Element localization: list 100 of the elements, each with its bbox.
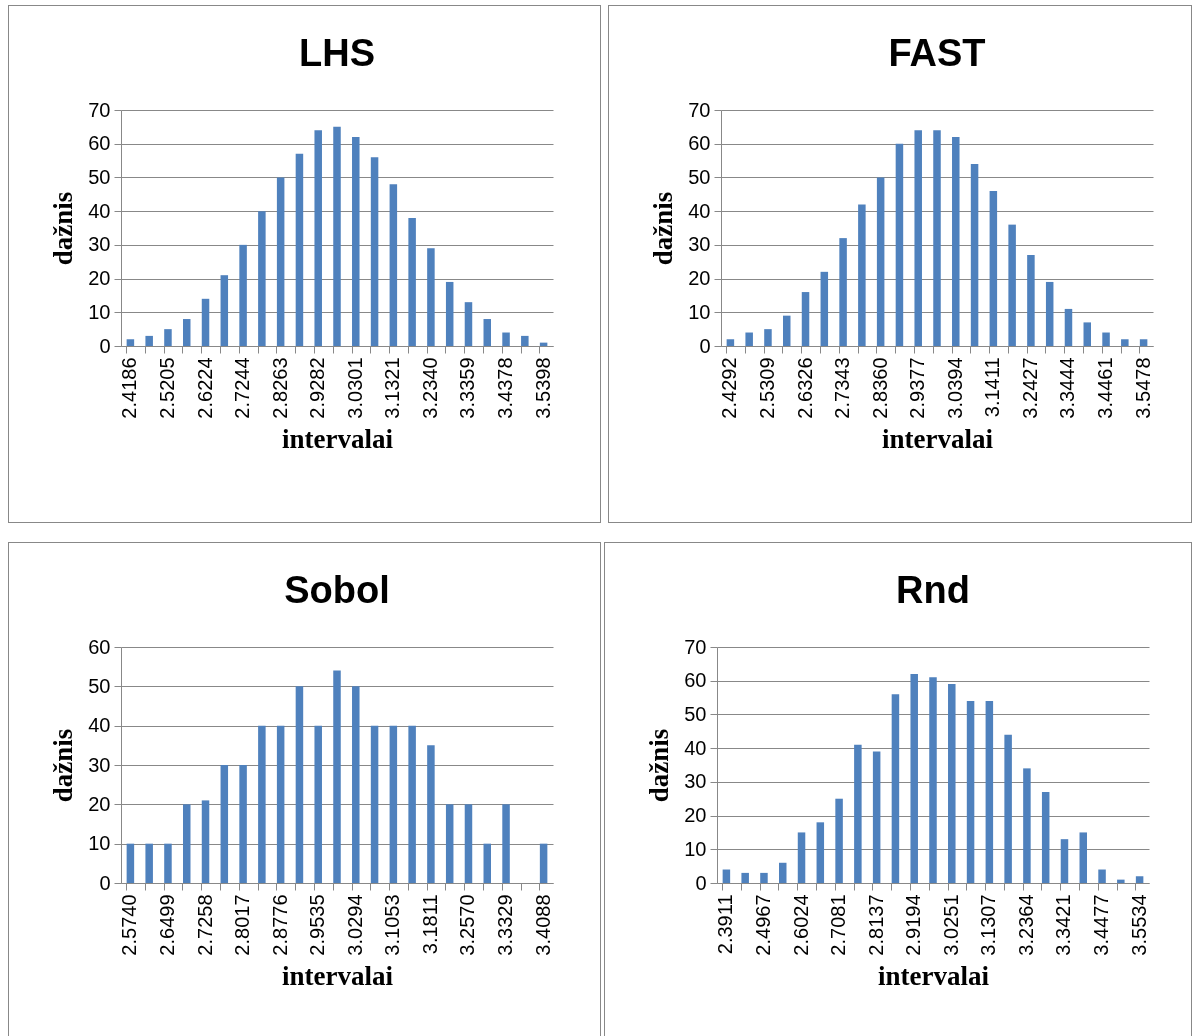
y-tick-label: 20 <box>688 267 711 290</box>
x-tick-label: 3.4378 <box>494 357 517 419</box>
bar <box>952 136 960 346</box>
x-tick-label: 3.1053 <box>381 894 404 956</box>
x-tick-label: 2.8360 <box>868 357 891 419</box>
y-tick-label: 20 <box>88 792 111 815</box>
y-tick-label: 50 <box>88 165 111 188</box>
bar <box>891 694 900 883</box>
x-tick-label: 2.9194 <box>902 894 925 956</box>
bar <box>333 126 341 346</box>
bar <box>1139 339 1148 346</box>
bar <box>502 332 510 346</box>
bar <box>220 765 229 883</box>
y-tick-label: 40 <box>88 714 111 737</box>
bar <box>970 163 979 346</box>
bar <box>201 298 210 346</box>
bar <box>1083 322 1092 346</box>
y-tick-label: 70 <box>684 635 707 658</box>
x-tick-label: 3.2427 <box>1018 357 1041 419</box>
x-tick-label: 3.3359 <box>456 357 479 419</box>
bar <box>895 143 904 346</box>
y-tick-label: 0 <box>695 871 707 894</box>
x-tick-label: 3.5478 <box>1131 357 1154 419</box>
bar <box>1004 734 1012 883</box>
bar <box>839 238 847 346</box>
y-tick-label: 60 <box>88 132 111 155</box>
bar <box>914 130 922 346</box>
bar <box>164 843 172 883</box>
bar <box>726 339 735 346</box>
x-axis-title: intervalai <box>878 960 990 991</box>
x-tick-label: 2.7343 <box>831 357 854 419</box>
x-tick-label: 3.1321 <box>381 357 404 419</box>
y-tick-label: 10 <box>688 300 711 323</box>
x-tick-label: 3.5534 <box>1127 894 1150 956</box>
bar <box>258 725 266 883</box>
x-tick-label: 3.5398 <box>531 357 554 419</box>
y-tick-label: 60 <box>688 132 711 155</box>
bar <box>764 329 772 346</box>
y-tick-label: 30 <box>684 770 707 793</box>
y-tick-label: 40 <box>688 199 711 222</box>
y-axis-title: dažnis <box>48 728 79 803</box>
bar <box>352 136 360 346</box>
x-tick-label: 3.4461 <box>1094 357 1117 419</box>
bar <box>741 872 749 883</box>
x-tick-label: 3.0394 <box>943 357 966 419</box>
bar <box>801 292 810 346</box>
y-tick-label: 0 <box>699 334 711 357</box>
bar <box>910 673 918 883</box>
y-tick-label: 20 <box>88 267 111 290</box>
bar <box>835 798 843 883</box>
x-tick-label: 2.8776 <box>268 894 291 956</box>
y-tick-label: 70 <box>88 98 111 121</box>
bar <box>722 869 731 883</box>
bar <box>760 872 768 883</box>
chart-title: FAST <box>888 32 986 74</box>
x-tick-label: 3.3421 <box>1052 894 1075 956</box>
x-tick-label: 3.1411 <box>981 357 1004 418</box>
bar <box>276 177 285 346</box>
bar <box>483 843 492 883</box>
x-tick-label: 2.6024 <box>789 894 812 956</box>
x-axis-title: intervalai <box>282 423 394 454</box>
bar <box>966 700 975 883</box>
bar <box>1041 791 1050 883</box>
x-tick-label: 2.7258 <box>193 894 216 956</box>
y-tick-label: 30 <box>688 233 711 256</box>
y-axis-title: dažnis <box>644 728 675 803</box>
bar <box>145 843 153 883</box>
y-tick-label: 0 <box>99 871 111 894</box>
bar <box>239 765 247 883</box>
x-tick-label: 2.9282 <box>306 357 329 419</box>
x-tick-label: 2.6499 <box>155 894 178 956</box>
bar <box>820 271 829 346</box>
x-tick-label: 2.8017 <box>231 894 254 956</box>
bar <box>1135 876 1144 883</box>
x-tick-label: 3.3444 <box>1056 357 1079 419</box>
x-tick-label: 2.7244 <box>231 357 254 419</box>
bar <box>985 700 994 883</box>
bar <box>314 130 322 346</box>
bar <box>464 804 473 883</box>
bar <box>1008 224 1016 346</box>
x-tick-label: 3.2340 <box>418 357 441 419</box>
bar <box>445 281 454 346</box>
bar <box>370 157 379 346</box>
x-tick-label: 2.8137 <box>864 894 887 956</box>
bar <box>239 244 247 346</box>
y-axis-title: dažnis <box>48 191 79 266</box>
bar <box>1098 869 1106 883</box>
bar <box>427 248 435 346</box>
bar <box>1027 254 1035 346</box>
x-tick-label: 2.9377 <box>906 357 929 419</box>
bar <box>933 130 941 346</box>
x-tick-label: 2.6326 <box>793 357 816 419</box>
bar <box>201 800 210 883</box>
y-tick-label: 50 <box>688 165 711 188</box>
bar <box>182 319 191 346</box>
y-tick-label: 40 <box>684 736 707 759</box>
bar <box>854 744 862 883</box>
x-axis-title: intervalai <box>882 423 994 454</box>
bar <box>778 862 787 883</box>
bar <box>182 804 191 883</box>
